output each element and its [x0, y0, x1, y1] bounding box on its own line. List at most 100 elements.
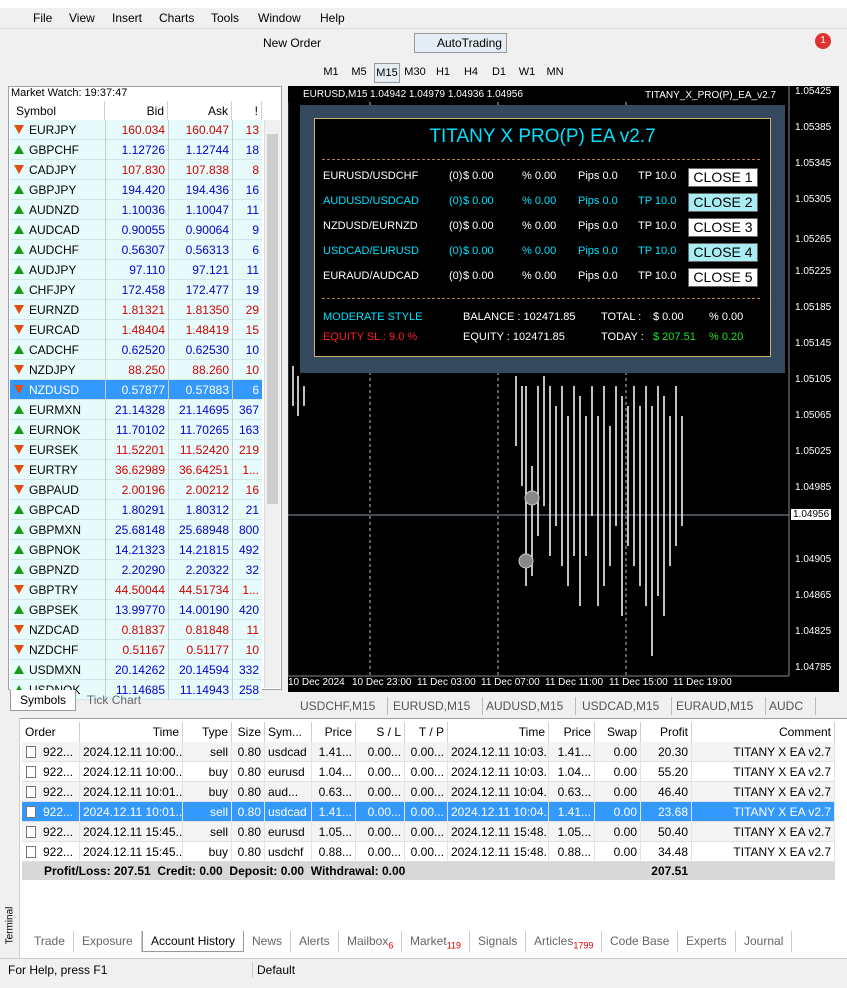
- terminal-tab[interactable]: Account History: [142, 931, 245, 952]
- column-header[interactable]: Swap: [595, 722, 641, 742]
- terminal-tab[interactable]: Journal: [736, 931, 793, 952]
- history-row[interactable]: [22, 762, 835, 782]
- market-row[interactable]: [10, 380, 262, 400]
- chart-tab[interactable]: USDCHF,M15: [300, 697, 389, 715]
- column-header[interactable]: Size: [232, 722, 265, 742]
- market-row[interactable]: [10, 400, 262, 420]
- notification-badge[interactable]: 1: [815, 33, 831, 49]
- market-row[interactable]: [10, 220, 262, 240]
- terminal-tab[interactable]: Alerts: [291, 931, 339, 952]
- market-row[interactable]: [10, 200, 262, 220]
- timeframe-button[interactable]: M15: [374, 63, 400, 83]
- toolbar-button[interactable]: New Order: [263, 36, 322, 50]
- history-row[interactable]: [22, 842, 835, 862]
- menu-item[interactable]: Help: [320, 11, 345, 25]
- menu-item[interactable]: Tools: [211, 11, 240, 25]
- timeframe-button[interactable]: M30: [404, 66, 426, 78]
- tab[interactable]: Tick Chart: [86, 693, 142, 707]
- history-row[interactable]: [22, 802, 835, 822]
- window-controls[interactable]: [820, 10, 838, 26]
- close-button[interactable]: CLOSE 4: [688, 243, 758, 262]
- market-row[interactable]: [10, 340, 262, 360]
- menu-item[interactable]: View: [69, 11, 95, 25]
- timeframe-button[interactable]: M1: [323, 66, 339, 78]
- menu-item[interactable]: Insert: [112, 11, 143, 25]
- divider: [322, 298, 760, 299]
- market-row[interactable]: [10, 360, 262, 380]
- market-row[interactable]: [10, 500, 262, 520]
- market-row[interactable]: [10, 240, 262, 260]
- history-row[interactable]: [22, 742, 835, 762]
- close-button[interactable]: CLOSE 1: [688, 168, 758, 187]
- column-header[interactable]: Price: [549, 722, 595, 742]
- timeframe-button[interactable]: MN: [546, 66, 564, 78]
- close-button[interactable]: CLOSE 2: [688, 193, 758, 212]
- timeframe-button[interactable]: H1: [435, 66, 451, 78]
- market-row[interactable]: [10, 300, 262, 320]
- market-row[interactable]: [10, 280, 262, 300]
- market-row[interactable]: [10, 600, 262, 620]
- chart-tab[interactable]: USDCAD,M15: [582, 697, 673, 715]
- column-header: !: [232, 101, 262, 121]
- terminal-tab[interactable]: Trade: [26, 931, 74, 952]
- market-row[interactable]: [10, 540, 262, 560]
- tab[interactable]: Symbols: [10, 690, 76, 711]
- terminal-tab[interactable]: Exposure: [74, 931, 142, 952]
- market-row[interactable]: [10, 320, 262, 340]
- terminal-tab[interactable]: Experts: [678, 931, 736, 952]
- market-row[interactable]: [10, 560, 262, 580]
- close-button[interactable]: CLOSE 3: [688, 218, 758, 237]
- market-row[interactable]: [10, 520, 262, 540]
- column-header[interactable]: S / L: [356, 722, 405, 742]
- close-button[interactable]: CLOSE 5: [688, 268, 758, 287]
- scroll-thumb[interactable]: [267, 134, 278, 504]
- bid: 1.80291: [105, 500, 168, 520]
- chart-tab[interactable]: AUDUSD,M15: [486, 697, 577, 715]
- terminal-tab[interactable]: Mailbox6: [339, 931, 403, 952]
- timeframe-button[interactable]: H4: [463, 66, 479, 78]
- market-row[interactable]: [10, 620, 262, 640]
- column-header[interactable]: Type: [183, 722, 232, 742]
- market-row[interactable]: [10, 160, 262, 180]
- toolbar-button[interactable]: AutoTrading: [414, 33, 507, 53]
- chart-tab[interactable]: EURUSD,M15: [393, 697, 484, 715]
- timeframe-button[interactable]: W1: [518, 66, 536, 78]
- terminal-tab[interactable]: Articles1799: [526, 931, 603, 952]
- market-row[interactable]: [10, 140, 262, 160]
- market-row[interactable]: [10, 660, 262, 680]
- chart-tab[interactable]: AUDC: [769, 697, 817, 715]
- column-header[interactable]: Time: [448, 722, 549, 742]
- chart-tab[interactable]: EURAUD,M15: [676, 697, 767, 715]
- timeframe-button[interactable]: M5: [351, 66, 367, 78]
- column-header[interactable]: Comment: [692, 722, 835, 742]
- market-row[interactable]: [10, 480, 262, 500]
- timeframe-button[interactable]: D1: [491, 66, 507, 78]
- market-row[interactable]: [10, 460, 262, 480]
- terminal-tab[interactable]: Code Base: [602, 931, 679, 952]
- column-header[interactable]: Order: [22, 722, 80, 742]
- column-header[interactable]: T / P: [405, 722, 448, 742]
- market-row[interactable]: [10, 260, 262, 280]
- column-header[interactable]: Sym...: [265, 722, 312, 742]
- market-row[interactable]: [10, 120, 262, 140]
- terminal-tab[interactable]: News: [244, 931, 292, 952]
- market-row[interactable]: [10, 640, 262, 660]
- menu-item[interactable]: Window: [258, 11, 301, 25]
- market-row[interactable]: [10, 180, 262, 200]
- column-header[interactable]: Time: [80, 722, 183, 742]
- menu-item[interactable]: File: [33, 11, 53, 25]
- cell: TITANY X EA v2.7: [692, 742, 835, 762]
- market-row[interactable]: [10, 580, 262, 600]
- terminal-tab[interactable]: Signals: [470, 931, 527, 952]
- market-row[interactable]: [10, 420, 262, 440]
- menu-item[interactable]: Charts: [159, 11, 195, 25]
- history-row[interactable]: [22, 782, 835, 802]
- spread: 10: [232, 360, 262, 380]
- history-row[interactable]: [22, 822, 835, 842]
- column-header[interactable]: Profit: [641, 722, 692, 742]
- column-header[interactable]: Price: [312, 722, 356, 742]
- candles: [292, 366, 683, 656]
- cell: 922...: [40, 802, 80, 822]
- market-row[interactable]: [10, 440, 262, 460]
- terminal-tab[interactable]: Market119: [402, 931, 471, 952]
